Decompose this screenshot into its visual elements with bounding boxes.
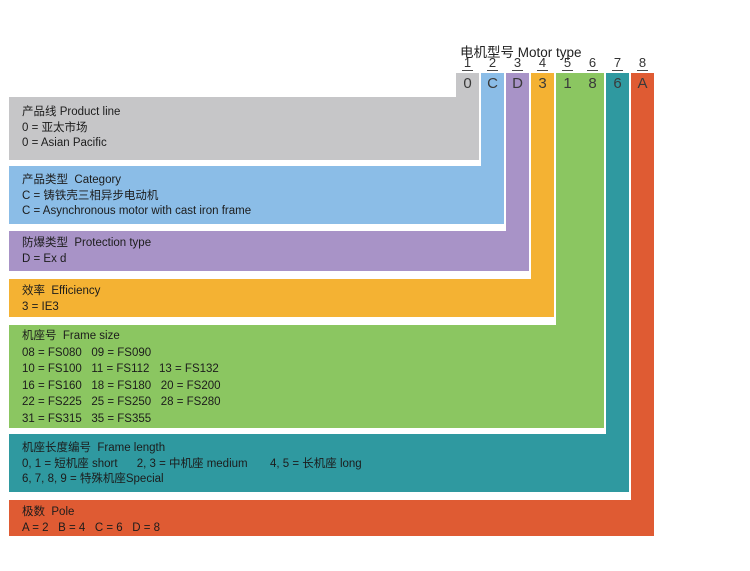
column-efficiency <box>531 73 554 317</box>
code-char-8: A <box>637 75 648 92</box>
band-title: 产品类型 Category <box>22 174 122 186</box>
code-char-3: D <box>512 75 523 92</box>
band-entry: 0, 1 = 短机座 short 2, 3 = 中机座 medium 4, 5 … <box>22 457 362 470</box>
position-number-4: 4 <box>536 55 549 71</box>
position-number-2: 2 <box>486 55 499 71</box>
band-entry: 0 = 亚太市场 <box>22 121 88 134</box>
band-title: 效率 Efficiency <box>22 285 101 297</box>
band-efficiency: 效率 Efficiency 3 = IE3 <box>9 279 554 317</box>
band-entry: C = Asynchronous motor with cast iron fr… <box>22 205 252 217</box>
band-protection-type: 防爆类型 Protection type D = Ex d <box>9 231 529 271</box>
band-title: 防爆类型 Protection type <box>22 237 152 249</box>
band-category: 产品类型 Category C = 铸铁壳三相异步电动机 C = Asynchr… <box>9 166 504 224</box>
band-entry: 0 = Asian Pacific <box>22 137 107 149</box>
position-number-8: 8 <box>636 55 649 71</box>
band-title: 机座长度编号 Frame length <box>22 442 166 454</box>
band-pole: 极数 Pole A = 2 B = 4 C = 6 D = 8 <box>9 500 654 536</box>
diagram-title: 电机型号 Motor type <box>460 45 582 60</box>
band-entry: C = 铸铁壳三相异步电动机 <box>22 189 159 202</box>
band-frame-length: 机座长度编号 Frame length 0, 1 = 短机座 short 2, … <box>9 434 629 492</box>
band-entry: D = Ex d <box>22 252 67 265</box>
code-char-2: C <box>487 75 498 92</box>
column-pole <box>631 73 654 536</box>
position-number-7: 7 <box>611 55 624 71</box>
code-char-4: 3 <box>538 75 547 92</box>
code-char-5: 1 <box>563 75 572 92</box>
band-entry: 16 = FS160 18 = FS180 20 = FS200 <box>22 379 221 392</box>
position-number-6: 6 <box>586 55 599 71</box>
band-entry: 08 = FS080 09 = FS090 <box>22 346 152 359</box>
position-number-3: 3 <box>511 55 524 71</box>
band-entry: A = 2 B = 4 C = 6 D = 8 <box>22 521 161 534</box>
column-protection-type <box>506 73 529 271</box>
band-entry: 3 = IE3 <box>22 300 59 313</box>
code-char-6: 8 <box>588 75 597 92</box>
code-char-7: 6 <box>613 75 622 92</box>
band-entry: 22 = FS225 25 = FS250 28 = FS280 <box>22 396 221 408</box>
band-entry: 6, 7, 8, 9 = 特殊机座Special <box>22 473 164 485</box>
band-entry: 10 = FS100 11 = FS112 13 = FS132 <box>22 363 219 375</box>
band-product-line: 产品线 Product line 0 = 亚太市场 0 = Asian Paci… <box>9 97 479 160</box>
band-title: 产品线 Product line <box>22 106 121 118</box>
position-number-5: 5 <box>561 55 574 71</box>
code-char-1: 0 <box>463 75 472 92</box>
position-number-1: 1 <box>461 55 474 71</box>
band-entry: 31 = FS315 35 = FS355 <box>22 412 152 425</box>
column-frame-length <box>606 73 629 492</box>
band-title: 机座号 Frame size <box>22 330 120 342</box>
band-title: 极数 Pole <box>22 506 75 518</box>
band-frame-size: 机座号 Frame size 08 = FS080 09 = FS090 10 … <box>9 325 604 428</box>
